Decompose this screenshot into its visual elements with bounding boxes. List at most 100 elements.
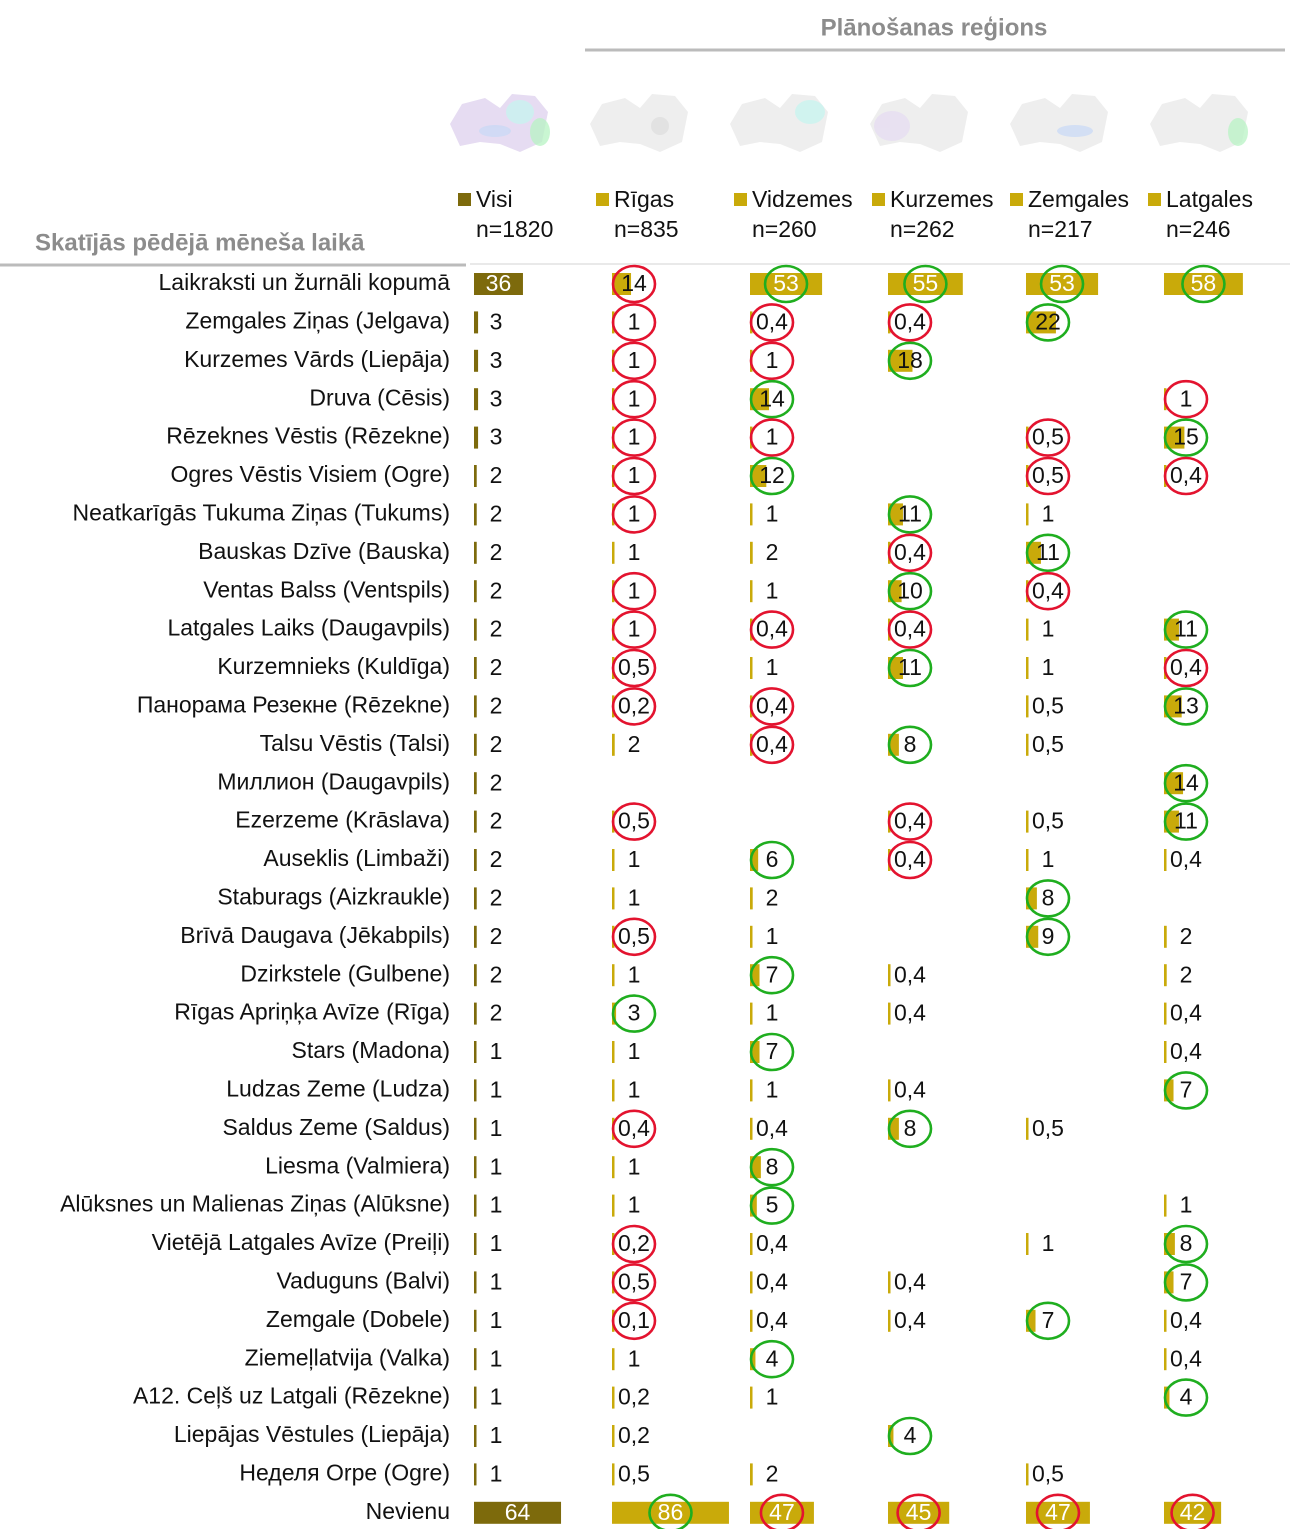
value-label: 8 bbox=[904, 1115, 917, 1141]
bar bbox=[1164, 1501, 1222, 1524]
value-label: 0,4 bbox=[894, 961, 926, 987]
value-label: 0,4 bbox=[894, 539, 926, 565]
bar bbox=[474, 311, 479, 334]
bar bbox=[1026, 733, 1029, 756]
value-label: 0,4 bbox=[756, 616, 788, 642]
value-label: 3 bbox=[490, 308, 503, 334]
significance-mark bbox=[611, 418, 657, 457]
value-label: 1 bbox=[628, 616, 641, 642]
bar bbox=[612, 1156, 615, 1179]
value-label: 1 bbox=[1042, 500, 1055, 526]
significance-mark bbox=[887, 1416, 933, 1456]
value-label: 0,1 bbox=[618, 1307, 650, 1333]
value-label: 0,2 bbox=[618, 1384, 650, 1410]
legend-swatch bbox=[734, 193, 747, 206]
bar bbox=[888, 657, 903, 679]
significance-mark bbox=[611, 379, 657, 419]
bar bbox=[888, 580, 902, 603]
bar bbox=[750, 1309, 753, 1332]
legend-swatch bbox=[872, 193, 885, 206]
bar bbox=[474, 1156, 477, 1179]
value-label: 58 bbox=[1191, 270, 1217, 296]
bar bbox=[750, 273, 823, 295]
value-label: 1 bbox=[628, 1192, 641, 1218]
bar bbox=[888, 1425, 894, 1447]
value-label: 1 bbox=[490, 1115, 503, 1141]
row-label: Liepājas Vēstules (Liepāja) bbox=[174, 1421, 450, 1447]
value-label: 1 bbox=[628, 884, 641, 910]
bar bbox=[1026, 1501, 1090, 1524]
value-label: 0,4 bbox=[756, 731, 788, 757]
value-label: 11 bbox=[898, 500, 922, 526]
legend-swatch bbox=[596, 193, 609, 206]
value-label: 1 bbox=[766, 923, 779, 949]
value-label: 8 bbox=[1180, 1230, 1193, 1256]
value-label: 1 bbox=[766, 1384, 779, 1410]
map-region bbox=[651, 117, 669, 135]
value-label: 8 bbox=[1042, 884, 1055, 910]
value-label: 1 bbox=[628, 1038, 641, 1064]
value-label: 2 bbox=[766, 1460, 779, 1486]
row-label: Neatkarīgās Tukuma Ziņas (Tukums) bbox=[73, 499, 451, 525]
value-label: 1 bbox=[766, 424, 779, 450]
significance-mark bbox=[1025, 456, 1071, 496]
bar bbox=[474, 618, 477, 641]
value-label: 12 bbox=[759, 462, 785, 488]
row-label: Панорама Резекне (Rēzekne) bbox=[137, 691, 450, 717]
bar bbox=[474, 1079, 477, 1102]
bar bbox=[1026, 1463, 1029, 1486]
bar bbox=[1026, 541, 1041, 564]
significance-mark bbox=[1025, 571, 1071, 611]
significance-mark bbox=[887, 533, 933, 573]
row-label: A12. Ceļš uz Latgali (Rēzekne) bbox=[133, 1383, 450, 1409]
value-label: 0,4 bbox=[756, 308, 788, 334]
bar bbox=[612, 849, 615, 871]
value-label: 1 bbox=[628, 1345, 641, 1371]
value-label: 2 bbox=[490, 884, 503, 910]
bar bbox=[1164, 1041, 1167, 1063]
bar bbox=[474, 1194, 477, 1217]
bar bbox=[1026, 695, 1029, 718]
value-label: 36 bbox=[486, 270, 512, 296]
value-label: 1 bbox=[766, 1000, 779, 1026]
bar bbox=[750, 541, 753, 564]
bar bbox=[612, 1348, 615, 1371]
map bbox=[1010, 94, 1108, 152]
bar bbox=[612, 964, 615, 987]
value-label: 1 bbox=[490, 1268, 503, 1294]
significance-mark bbox=[611, 264, 657, 304]
value-label: 3 bbox=[490, 385, 503, 411]
bar bbox=[474, 426, 479, 449]
value-label: 53 bbox=[773, 270, 799, 296]
value-label: 0,4 bbox=[894, 1307, 926, 1333]
value-label: 2 bbox=[490, 577, 503, 603]
value-label: 0,4 bbox=[618, 1115, 650, 1141]
value-label: 1 bbox=[766, 500, 779, 526]
significance-mark bbox=[611, 917, 657, 957]
row-label: Bauskas Dzīve (Bauska) bbox=[198, 538, 450, 564]
row-label: Ziemeļlatvija (Valka) bbox=[245, 1344, 450, 1370]
row-label: Неделя Orpe (Ogre) bbox=[239, 1459, 450, 1485]
value-label: 0,4 bbox=[894, 1000, 926, 1026]
value-label: 1 bbox=[628, 961, 641, 987]
significance-mark bbox=[749, 1186, 795, 1225]
row-label: Saldus Zeme (Saldus) bbox=[222, 1114, 450, 1140]
bar bbox=[474, 695, 477, 718]
bar bbox=[888, 1271, 891, 1294]
significance-mark bbox=[749, 341, 795, 381]
value-label: 1 bbox=[766, 347, 779, 373]
bar bbox=[888, 349, 913, 372]
value-label: 1 bbox=[490, 1153, 503, 1179]
bar bbox=[750, 887, 753, 910]
significance-mark bbox=[749, 303, 795, 342]
value-label: 0,5 bbox=[618, 923, 650, 949]
legend-label: Visi bbox=[476, 186, 513, 212]
value-label: 0,5 bbox=[1032, 692, 1064, 718]
significance-mark bbox=[749, 456, 795, 496]
row-label: Миллион (Daugavpils) bbox=[217, 768, 450, 794]
value-label: 0,4 bbox=[1170, 846, 1202, 872]
bar bbox=[1164, 772, 1184, 795]
value-label: 7 bbox=[1180, 1076, 1193, 1102]
legend-swatch bbox=[1010, 193, 1023, 206]
